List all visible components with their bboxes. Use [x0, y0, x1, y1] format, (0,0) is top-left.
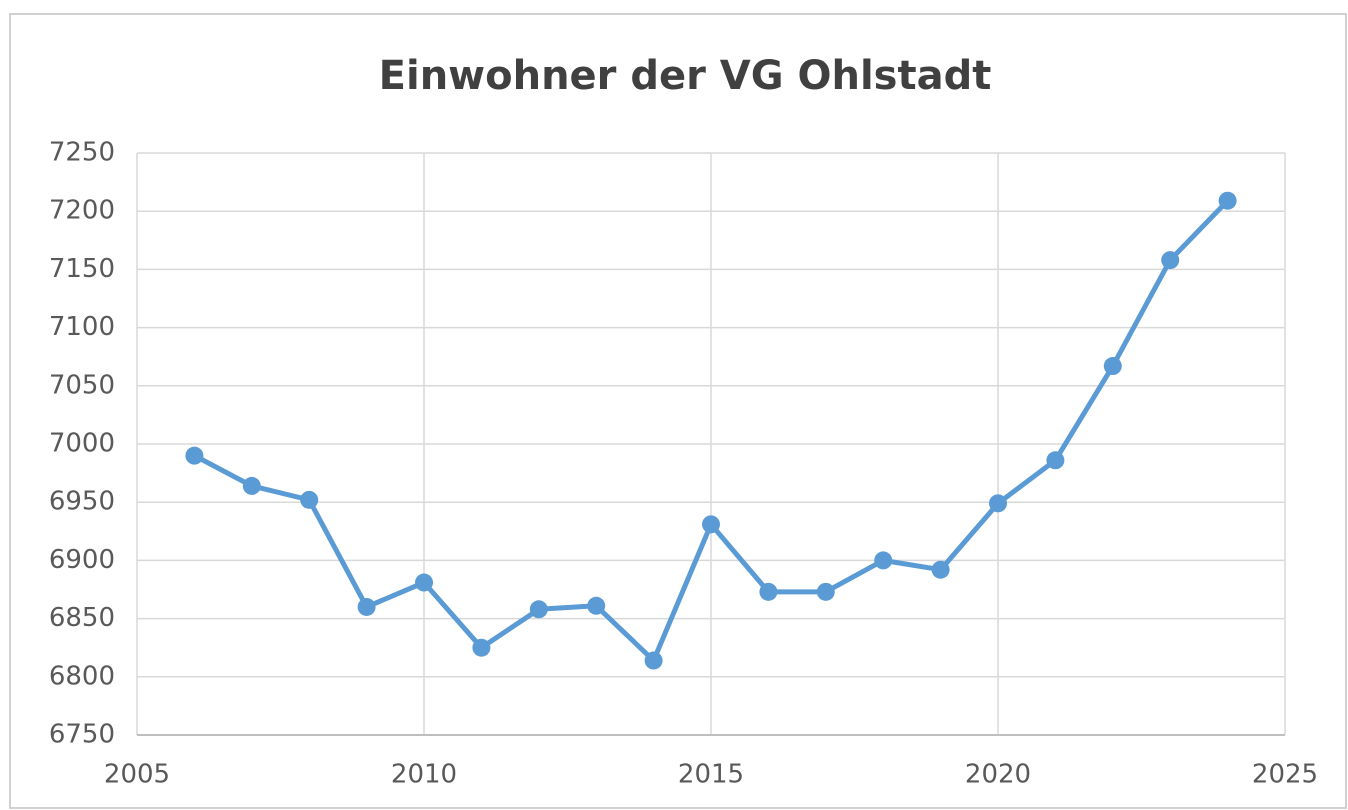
x-tick-label: 2025 — [1252, 760, 1318, 790]
y-tick-label: 7000 — [49, 429, 115, 459]
data-point — [1046, 451, 1065, 470]
data-point — [989, 494, 1007, 513]
data-point — [1218, 191, 1237, 210]
data-point — [759, 582, 778, 601]
y-tick-label: 7150 — [49, 254, 115, 284]
data-point — [185, 446, 204, 465]
data-point — [242, 476, 261, 495]
y-tick-label: 7250 — [49, 138, 115, 168]
data-point — [644, 651, 663, 670]
data-point — [931, 560, 950, 579]
y-tick-label: 6750 — [49, 720, 115, 750]
y-tick-label: 6850 — [49, 603, 115, 633]
data-point — [1161, 251, 1180, 270]
data-point — [529, 600, 548, 619]
y-tick-label: 7200 — [49, 196, 115, 226]
y-tick-label: 6900 — [49, 545, 115, 575]
y-tick-label: 7100 — [49, 312, 115, 342]
chart-border — [9, 13, 1347, 809]
y-tick-label: 6950 — [49, 487, 115, 517]
y-tick-label: 7050 — [49, 370, 115, 400]
data-point — [702, 515, 720, 534]
data-point — [300, 490, 319, 509]
data-point — [816, 582, 835, 601]
x-tick-label: 2005 — [104, 760, 170, 790]
x-tick-label: 2015 — [678, 760, 744, 790]
data-point — [587, 596, 606, 615]
data-point — [415, 573, 433, 592]
data-point — [1103, 357, 1122, 376]
x-tick-label: 2010 — [391, 760, 457, 790]
y-tick-label: 6800 — [49, 661, 115, 691]
data-point — [472, 638, 491, 657]
chart-title: Einwohner der VG Ohlstadt — [379, 53, 992, 99]
data-point — [357, 597, 376, 616]
x-tick-label: 2020 — [965, 760, 1031, 790]
data-point — [874, 551, 893, 570]
